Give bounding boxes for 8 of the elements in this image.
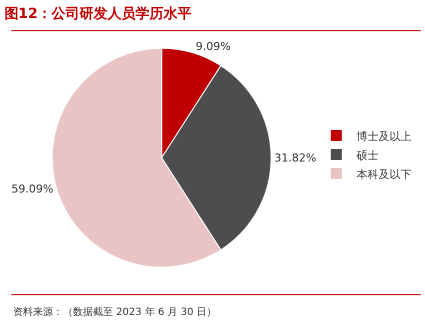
data-label: 59.09% [11, 182, 54, 196]
legend-label: 硕士 [355, 148, 378, 162]
legend-label: 博士及以上 [356, 130, 412, 143]
legend-label: 本科及以下 [356, 168, 412, 181]
data-label: 31.82% [274, 151, 316, 164]
text: 资料来源：（数据截至 2023 年 6 月 30 日） [13, 306, 217, 318]
chart-title: 图12：公司研发人员学历水平 [4, 6, 192, 22]
data-label: 9.09% [196, 40, 231, 54]
